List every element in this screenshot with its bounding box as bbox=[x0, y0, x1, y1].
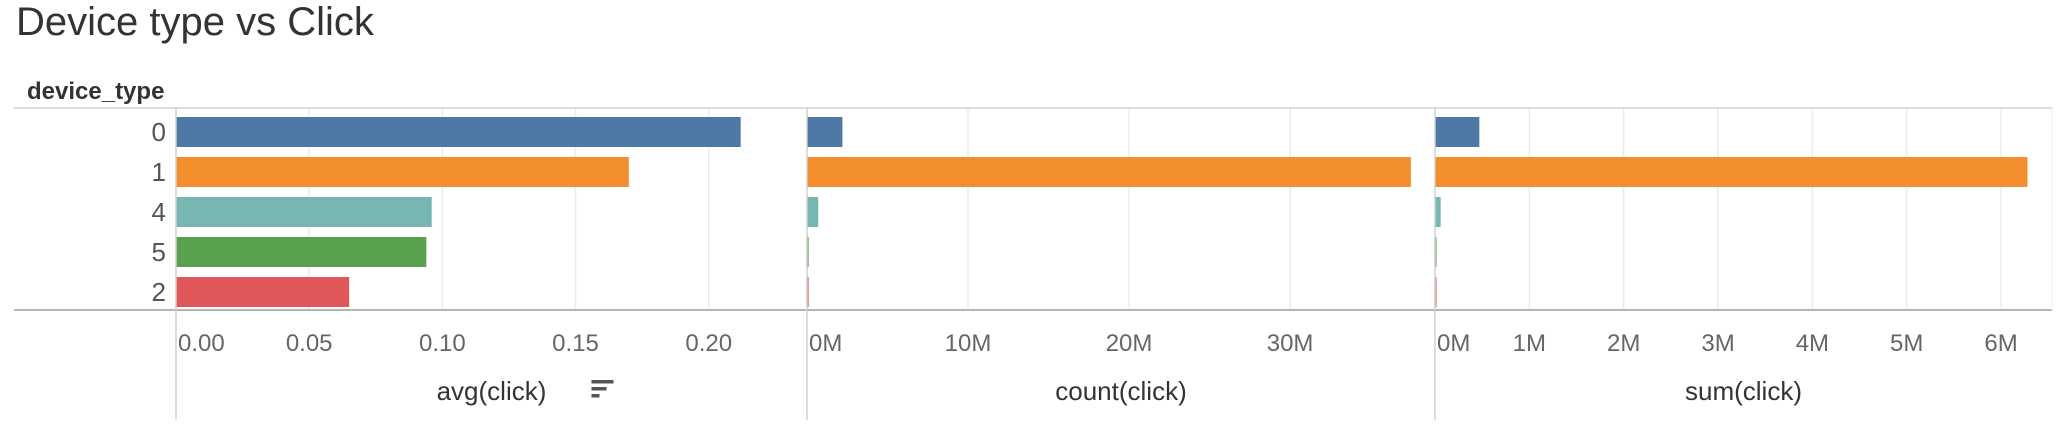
sort-icon-bar bbox=[591, 394, 600, 398]
bar[interactable] bbox=[807, 277, 809, 307]
label-layer: 0 1 4 5 2 0.00 0.05 0.10 0.15 0.20 avg(click) 0M 10M… bbox=[152, 117, 2018, 406]
bar-layer bbox=[176, 117, 2028, 307]
bar[interactable] bbox=[1435, 157, 2028, 187]
bar[interactable] bbox=[176, 277, 350, 307]
sort-icon-bar bbox=[591, 380, 614, 384]
bar[interactable] bbox=[176, 117, 741, 147]
tick-label: 0.15 bbox=[552, 330, 599, 357]
tick-label: 0.05 bbox=[286, 330, 333, 357]
tick-label: 10M bbox=[945, 330, 992, 357]
tick-label: 3M bbox=[1701, 330, 1734, 357]
bar[interactable] bbox=[807, 157, 1411, 187]
sort-icon[interactable] bbox=[591, 380, 614, 398]
tick-label: 6M bbox=[1984, 330, 2017, 357]
category-label: 5 bbox=[152, 237, 166, 267]
category-label: 0 bbox=[152, 117, 166, 147]
axis-label: sum(click) bbox=[1685, 376, 1802, 406]
axis-label: avg(click) bbox=[437, 376, 547, 406]
chart-title: Device type vs Click bbox=[16, 0, 374, 44]
tick-label: 1M bbox=[1513, 330, 1546, 357]
category-label: 2 bbox=[152, 277, 166, 307]
bar[interactable] bbox=[807, 237, 809, 267]
bar[interactable] bbox=[1435, 117, 1480, 147]
category-label: 4 bbox=[152, 197, 166, 227]
tick-label: 2M bbox=[1607, 330, 1640, 357]
bar[interactable] bbox=[176, 237, 427, 267]
tick-label: 0M bbox=[809, 330, 842, 357]
tick-label: 4M bbox=[1796, 330, 1829, 357]
bar[interactable] bbox=[807, 117, 843, 147]
axis-layer bbox=[14, 107, 2053, 420]
tick-label: 30M bbox=[1267, 330, 1314, 357]
tick-label: 0.00 bbox=[178, 330, 225, 357]
axis-label: count(click) bbox=[1055, 376, 1186, 406]
tick-label: 20M bbox=[1106, 330, 1153, 357]
row-header-label: device_type bbox=[27, 78, 164, 105]
bar[interactable] bbox=[807, 197, 819, 227]
bar[interactable] bbox=[176, 197, 432, 227]
bar[interactable] bbox=[1435, 197, 1441, 227]
tick-label: 0M bbox=[1437, 330, 1470, 357]
sort-icon-bar bbox=[591, 387, 607, 391]
tick-label: 0.20 bbox=[685, 330, 732, 357]
tick-label: 0.10 bbox=[419, 330, 466, 357]
bar[interactable] bbox=[176, 157, 629, 187]
category-label: 1 bbox=[152, 157, 166, 187]
tick-label: 5M bbox=[1890, 330, 1923, 357]
